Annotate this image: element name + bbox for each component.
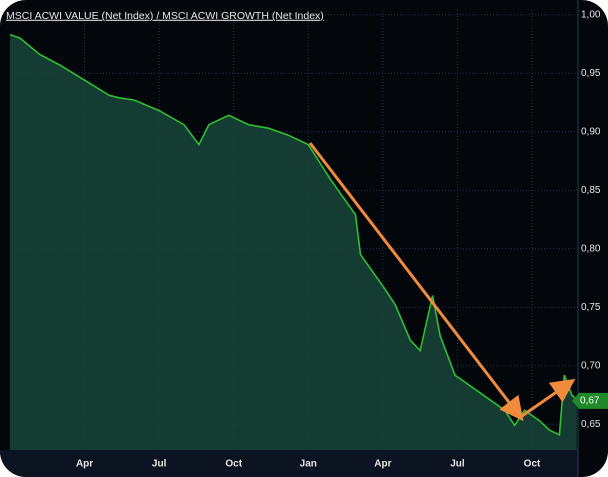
x-tick-label: Jul — [152, 459, 167, 470]
area — [10, 34, 577, 450]
chart-title: MSCI ACWI VALUE (Net Index) / MSCI ACWI … — [6, 10, 324, 22]
x-tick-label: Apr — [374, 459, 391, 470]
y-tick-label: 0,90 — [581, 126, 601, 137]
y-tick-label: 0,80 — [581, 243, 601, 254]
plot — [9, 10, 578, 450]
value-badge-label: 0,67 — [580, 395, 600, 406]
y-tick-label: 0,95 — [581, 68, 601, 79]
x-tick-label: Apr — [76, 459, 93, 470]
value-badge — [572, 392, 608, 409]
x-tick-label: Jul — [450, 459, 465, 470]
y-tick-label: 0,85 — [581, 185, 601, 196]
x-tick-label: Oct — [524, 459, 541, 470]
y-tick-label: 0,65 — [581, 419, 601, 430]
x-tick-label: Oct — [225, 459, 242, 470]
x-tick-label: Jan — [300, 459, 317, 470]
y-tick-label: 0,70 — [581, 360, 601, 371]
y-tick-label: 1,00 — [581, 9, 601, 20]
x-axis-strip — [0, 450, 578, 477]
trend-arrow — [308, 142, 524, 422]
trend-arrow — [521, 378, 576, 418]
y-tick-label: 0,75 — [581, 302, 601, 313]
